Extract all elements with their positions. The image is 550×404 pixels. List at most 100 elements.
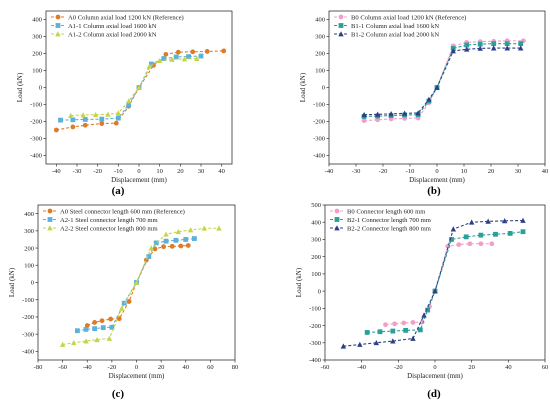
data-point [403, 327, 409, 333]
x-tick-label: 10 [461, 168, 468, 175]
x-tick-label: 30 [198, 168, 205, 175]
data-point [361, 111, 367, 118]
y-axis-label: Load (kN) [8, 267, 16, 297]
legend-label: B0 Connector length 600 mm [347, 208, 426, 215]
data-point [169, 56, 175, 62]
x-tick-label: -40 [83, 364, 92, 371]
data-point [99, 318, 105, 324]
data-point [477, 41, 483, 47]
data-point [92, 111, 99, 118]
legend-marker [334, 217, 340, 222]
data-point [108, 316, 114, 322]
x-tick-label: -60 [58, 364, 67, 371]
data-point [126, 102, 132, 107]
legend-label: B1-2 Column axial load 2000 kN [351, 31, 439, 38]
data-point [181, 56, 188, 62]
data-point [82, 117, 88, 122]
x-tick-label: -10 [114, 168, 123, 175]
data-point [468, 219, 475, 225]
data-point [71, 339, 77, 346]
legend-marker [55, 23, 61, 28]
data-point [401, 320, 407, 326]
data-point [504, 41, 510, 47]
legend-marker [338, 14, 344, 20]
legend-marker [334, 225, 340, 231]
data-point [449, 237, 454, 242]
y-tick-label: -400 [30, 153, 42, 160]
series-line-3 [343, 219, 524, 347]
series-line-2 [60, 55, 202, 121]
data-point [216, 225, 222, 231]
data-point [146, 254, 152, 260]
y-tick-label: -100 [22, 297, 34, 304]
x-axis-label: Displacement (mm) [111, 176, 167, 184]
data-point [518, 41, 524, 47]
data-point [450, 226, 457, 232]
y-tick-label: -400 [309, 357, 321, 364]
data-point [357, 341, 363, 347]
x-tick-label: -20 [93, 168, 102, 175]
legend-marker [338, 23, 344, 28]
data-point [113, 120, 119, 126]
y-tick-label: 300 [32, 34, 42, 41]
data-point [156, 57, 163, 64]
data-point [464, 46, 470, 52]
data-point [432, 288, 438, 294]
data-point [520, 217, 526, 223]
y-tick-label: -200 [313, 119, 325, 126]
legend-marker [338, 31, 344, 37]
legend-marker [47, 217, 53, 222]
data-point [383, 322, 388, 328]
data-point [115, 115, 121, 121]
y-tick-label: -100 [309, 306, 321, 313]
y-tick-label: -200 [22, 314, 34, 321]
data-point [70, 124, 76, 130]
x-tick-label: 20 [488, 168, 495, 175]
data-point [149, 61, 154, 67]
x-tick-label: -20 [108, 364, 117, 371]
data-point [450, 48, 456, 54]
x-axis-label: Displacement (mm) [109, 372, 165, 380]
x-tick-label: -30 [352, 168, 361, 175]
data-point [507, 231, 513, 236]
data-point [163, 231, 169, 237]
data-point [99, 121, 105, 126]
y-tick-label: -400 [313, 153, 325, 160]
y-tick-label: -300 [309, 340, 321, 347]
legend-label: B2-2 Connector length 800 mm [347, 225, 432, 232]
data-point [204, 49, 210, 54]
data-point [152, 246, 158, 252]
x-tick-label: 40 [183, 364, 190, 371]
data-point [201, 225, 207, 231]
data-point [58, 117, 63, 123]
data-point [116, 316, 122, 322]
x-tick-label: -80 [34, 364, 43, 371]
data-point [186, 54, 191, 59]
y-tick-label: 100 [315, 68, 325, 75]
data-point [99, 116, 105, 122]
x-axis-label: Displacement (mm) [407, 372, 463, 380]
legend-marker [55, 31, 61, 37]
data-point [163, 238, 169, 244]
data-point [478, 232, 484, 238]
data-point [464, 42, 470, 48]
data-point [68, 112, 74, 118]
y-tick-label: 200 [24, 245, 34, 252]
y-tick-label: 0 [39, 85, 42, 92]
data-point [377, 329, 383, 335]
y-tick-label: 300 [24, 228, 34, 235]
data-point [191, 236, 197, 241]
data-point [373, 339, 380, 346]
data-point [109, 324, 115, 330]
x-tick-label: -40 [52, 168, 61, 175]
data-point [169, 243, 175, 249]
data-point [148, 245, 154, 251]
data-point [105, 111, 111, 117]
y-tick-label: -300 [313, 136, 325, 143]
panel-label: (c) [112, 388, 125, 400]
y-tick-label: 400 [32, 17, 42, 24]
data-point [491, 45, 497, 51]
data-point [221, 48, 227, 54]
data-point [426, 96, 432, 102]
